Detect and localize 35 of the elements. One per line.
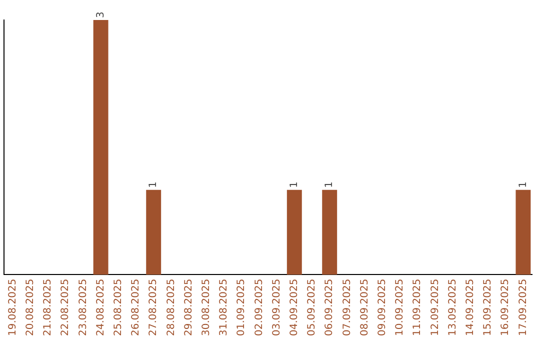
x-tick-label: 29.08.2025 <box>183 278 194 336</box>
x-tick-label: 17.09.2025 <box>518 278 529 336</box>
x-tick-label: 07.09.2025 <box>342 278 353 336</box>
data-label: 1 <box>148 181 160 188</box>
x-tick-label: 23.08.2025 <box>78 278 89 336</box>
x-tick-label: 31.08.2025 <box>218 278 230 336</box>
x-tick-label: 26.08.2025 <box>130 278 142 336</box>
x-tick-label: 13.09.2025 <box>447 278 458 336</box>
x-tick-label: 06.09.2025 <box>324 278 336 336</box>
x-tick-label: 10.09.2025 <box>394 278 406 336</box>
x-tick-label: 19.08.2025 <box>7 278 18 336</box>
x-tick-label: 15.09.2025 <box>482 278 494 336</box>
x-tick-label: 09.09.2025 <box>376 278 388 336</box>
x-tick-label: 30.08.2025 <box>200 278 212 336</box>
x-tick-label: 08.09.2025 <box>359 278 370 336</box>
x-tick-label: 02.09.2025 <box>254 278 265 336</box>
x-tick-label: 24.08.2025 <box>95 278 106 336</box>
data-label: 1 <box>324 181 336 188</box>
x-tick-label: 27.08.2025 <box>148 278 160 336</box>
data-label: 1 <box>518 181 529 188</box>
x-tick-label: 04.09.2025 <box>288 278 300 336</box>
x-tick-label: 12.09.2025 <box>430 278 441 336</box>
x-tick-label: 11.09.2025 <box>412 278 424 336</box>
data-label: 3 <box>95 12 106 18</box>
x-tick-label: 05.09.2025 <box>306 278 318 336</box>
x-tick-label: 16.09.2025 <box>500 278 512 336</box>
x-tick-label: 21.08.2025 <box>42 278 54 336</box>
x-tick-label: 22.08.2025 <box>60 278 72 336</box>
x-tick-label: 01.09.2025 <box>236 278 248 336</box>
x-tick-label: 03.09.2025 <box>271 278 282 336</box>
x-tick-label: 14.09.2025 <box>464 278 476 336</box>
x-tick-label: 25.08.2025 <box>112 278 124 336</box>
x-tick-label: 20.08.2025 <box>24 278 36 336</box>
x-tick-label: 28.08.2025 <box>166 278 177 336</box>
data-label: 1 <box>288 181 300 188</box>
